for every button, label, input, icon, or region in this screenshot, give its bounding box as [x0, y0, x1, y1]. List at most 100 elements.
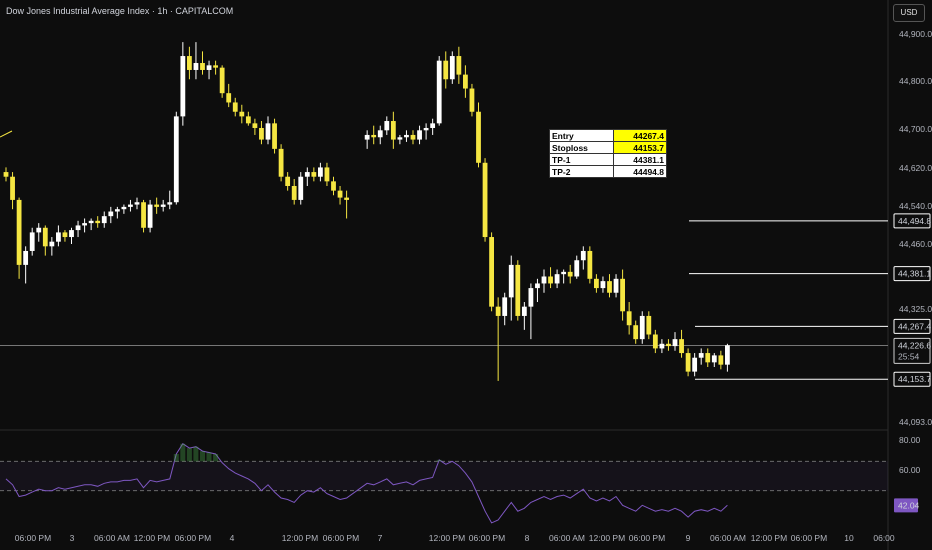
candle — [685, 348, 691, 377]
candle — [561, 269, 567, 284]
candle-body — [304, 172, 310, 177]
candle-body — [489, 237, 494, 307]
candle — [226, 83, 232, 108]
candle — [698, 348, 704, 365]
candle-body — [423, 127, 429, 131]
candle-body — [705, 353, 711, 363]
candle-body — [587, 250, 593, 279]
price-badge-label: 44,381.1 — [898, 269, 931, 279]
time-tick-label: 3 — [70, 533, 75, 543]
candle-body — [718, 355, 724, 365]
candle — [180, 42, 186, 126]
candle — [173, 111, 179, 205]
candle-body — [95, 220, 101, 224]
rsi-tick-label: 80.00 — [899, 435, 921, 445]
candle-body — [390, 121, 396, 140]
candle-body — [535, 283, 540, 289]
candle — [646, 311, 652, 340]
candle — [265, 116, 271, 145]
candle-body — [561, 271, 567, 275]
time-tick-label: 12:00 PM — [134, 533, 170, 543]
price-tick-label: 44,620.0 — [899, 163, 932, 173]
candle — [495, 297, 501, 381]
candle — [587, 246, 593, 284]
currency-button[interactable]: USD — [893, 4, 925, 22]
candle — [594, 274, 599, 293]
price-tick-label: 44,540.0 — [899, 201, 932, 211]
entry-label: Entry — [549, 129, 614, 142]
candle — [108, 206, 114, 224]
candle-body — [147, 204, 153, 228]
candle-body — [213, 65, 218, 68]
candle-body — [515, 264, 521, 316]
price-badge — [893, 371, 931, 387]
rsi-value-badge — [894, 498, 918, 513]
candle-body — [495, 306, 501, 316]
candle — [449, 51, 455, 84]
candle-body — [456, 56, 462, 75]
candle — [430, 118, 436, 135]
time-tick-label: 06:00 PM — [175, 533, 211, 543]
candle-body — [436, 60, 442, 124]
candle — [436, 56, 442, 126]
candle — [285, 172, 291, 191]
candle-body — [56, 232, 61, 242]
candle-body — [23, 250, 29, 265]
candle — [580, 246, 586, 270]
table-row-tp2: TP-2 44494.8 — [549, 165, 667, 178]
candle-body — [626, 311, 632, 326]
candle — [200, 51, 205, 75]
candle-body — [594, 278, 599, 289]
candle-body — [278, 148, 284, 177]
candle-body — [252, 123, 258, 128]
last-price-badge — [893, 337, 931, 364]
indicator-segment — [0, 130, 13, 138]
price-tick-label: 44,460.0 — [899, 239, 932, 249]
candle — [548, 267, 553, 289]
candle — [56, 225, 61, 247]
candle-body — [692, 357, 698, 372]
candle-body — [639, 315, 645, 340]
table-row-entry: Entry 44267.4 — [549, 129, 667, 142]
candle-body — [265, 123, 271, 140]
candle — [324, 162, 330, 186]
candle — [443, 51, 449, 89]
time-tick-label: 06:00 PM — [15, 533, 51, 543]
candle-body — [463, 74, 468, 89]
tp2-label: TP-2 — [549, 165, 614, 178]
candle-body — [121, 206, 127, 210]
candle — [252, 118, 258, 135]
candle — [331, 176, 336, 196]
candle-body — [679, 339, 684, 354]
levels-table: Entry 44267.4 Stoploss 44153.7 TP-1 4438… — [549, 129, 667, 178]
candle — [718, 350, 724, 370]
candle-body — [10, 176, 15, 200]
candle — [390, 111, 396, 149]
candle — [147, 199, 153, 233]
candle — [554, 269, 560, 289]
time-tick-label: 12:00 PM — [589, 533, 625, 543]
stoploss-value: 44153.7 — [613, 141, 667, 154]
candle — [371, 125, 377, 145]
time-tick-label: 12:00 PM — [751, 533, 787, 543]
candle-body — [672, 339, 678, 347]
candle — [541, 269, 547, 293]
candle — [141, 199, 146, 233]
candle — [528, 283, 534, 340]
candle — [725, 343, 730, 372]
candle-body — [443, 60, 449, 80]
candle — [404, 130, 409, 142]
time-tick-label: 06:00 PM — [791, 533, 827, 543]
candle — [219, 65, 225, 98]
candle — [82, 218, 87, 233]
candle-body — [397, 137, 403, 140]
candle-body — [377, 130, 383, 138]
candle-body — [206, 65, 212, 70]
candle — [508, 255, 514, 321]
candle-body — [318, 167, 323, 177]
candle — [36, 223, 42, 242]
candle-body — [134, 202, 140, 205]
candle-body — [567, 271, 573, 277]
candle — [291, 179, 297, 205]
